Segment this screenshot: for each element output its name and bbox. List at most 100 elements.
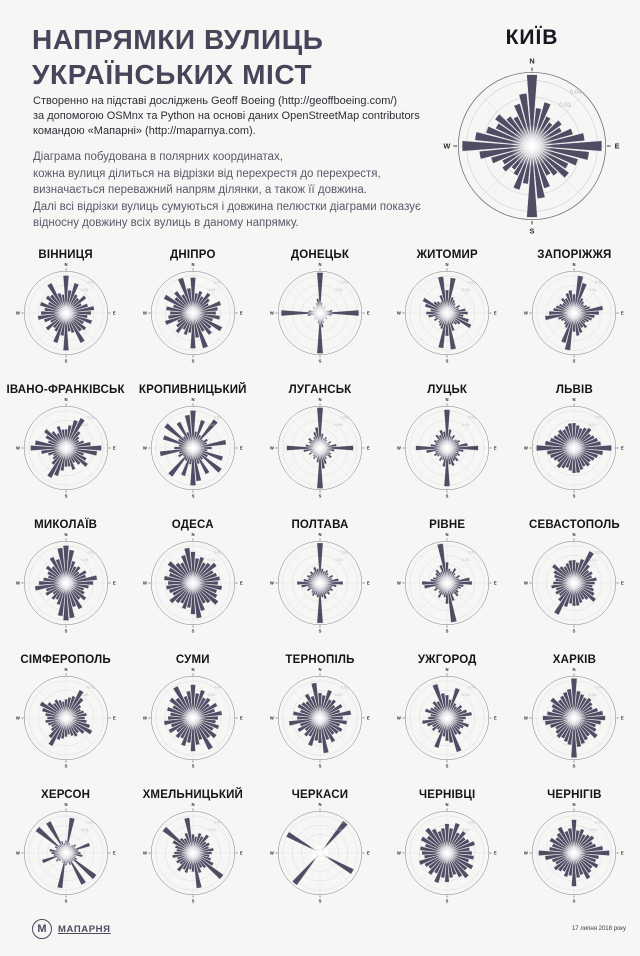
city-cell: ДОНЕЦЬК N E S W 0.06 0.04 bbox=[256, 246, 383, 381]
page-title-line-1: НАПРЯМКИ ВУЛИЦЬ bbox=[32, 24, 324, 55]
radial-tick-label: 0.04 bbox=[596, 821, 603, 825]
radial-tick-label: 0.05 bbox=[214, 416, 221, 420]
direction-label-n: N bbox=[318, 262, 321, 267]
radial-tick-label: 0.07 bbox=[469, 551, 476, 555]
direction-label-e: E bbox=[621, 715, 624, 720]
direction-label-e: E bbox=[494, 445, 497, 450]
direction-label-e: E bbox=[367, 310, 370, 315]
direction-label-n: N bbox=[318, 532, 321, 537]
brand-logo-icon: М bbox=[32, 919, 52, 939]
direction-label-s: S bbox=[573, 629, 576, 634]
method-line: відносну довжину всіх вулиць в даному на… bbox=[33, 217, 299, 229]
direction-label-e: E bbox=[621, 310, 624, 315]
radial-tick-label: 0.06 bbox=[596, 281, 603, 285]
city-title: СІМФЕРОПОЛЬ bbox=[20, 654, 111, 666]
city-cell: ІВАНО-ФРАНКІВСЬК N E S W 0.05 0.04 bbox=[2, 381, 129, 516]
rose-plot: N E S W 0.05 0.04 bbox=[397, 397, 497, 499]
radial-tick-label: 0.14 bbox=[341, 821, 348, 825]
city-cell: ПОЛТАВА N E S W 0.06 0.04 bbox=[256, 516, 383, 651]
radial-tick-label: 0.03 bbox=[341, 686, 348, 690]
city-cell: ЛУЦЬК N E S W 0.05 0.04 bbox=[384, 381, 511, 516]
direction-label-n: N bbox=[64, 802, 67, 807]
rose-plot: N E S W 0.04 0.03 bbox=[15, 262, 115, 363]
city-title: ЧЕРНІВЦІ bbox=[418, 789, 476, 801]
rose-plot: N E S W 0.14 0.11 bbox=[270, 802, 370, 903]
rose-plot: N E S W 0.05 0.04 bbox=[397, 262, 497, 363]
direction-label-e: E bbox=[494, 715, 497, 720]
direction-label-s: S bbox=[573, 764, 576, 769]
radial-tick-label: 0.03 bbox=[208, 288, 215, 292]
direction-label-s: S bbox=[573, 899, 576, 904]
brand-block[interactable]: М МАПАРНЯ bbox=[32, 919, 111, 939]
city-cell: СЕВАСТОПОЛЬ N E S W 0.03 0.02 bbox=[511, 516, 638, 651]
direction-label-e: E bbox=[494, 310, 497, 315]
radial-tick-label: 0.02 bbox=[81, 693, 88, 697]
direction-label-e: E bbox=[240, 310, 243, 315]
city-cell: ХЕРСОН N E S W 0.08 0.06 bbox=[2, 786, 129, 921]
direction-label-n: N bbox=[318, 397, 321, 402]
city-cell: ХМЕЛЬНИЦЬКИЙ N E S W 0.04 0.03 bbox=[129, 786, 256, 921]
direction-label-e: E bbox=[240, 445, 243, 450]
direction-label-w: W bbox=[143, 580, 147, 585]
direction-label-w: W bbox=[397, 445, 401, 450]
brand-link[interactable]: МАПАРНЯ bbox=[58, 923, 111, 935]
direction-label-e: E bbox=[367, 445, 370, 450]
direction-label-n: N bbox=[573, 667, 576, 672]
direction-label-s: S bbox=[573, 494, 576, 499]
radial-tick-label: 0.04 bbox=[87, 551, 94, 555]
radial-tick-label: 0.02 bbox=[463, 828, 470, 832]
radial-tick-label: 0.03 bbox=[596, 416, 603, 420]
rose-plot: N E S W 0.03 0.02 bbox=[524, 397, 624, 499]
direction-label-w: W bbox=[270, 445, 274, 450]
direction-label-s: S bbox=[319, 629, 322, 634]
city-cell: ЧЕРНІВЦІ N E S W 0.03 0.02 bbox=[384, 786, 511, 921]
direction-label-e: E bbox=[112, 850, 115, 855]
direction-label-w: W bbox=[270, 580, 274, 585]
city-title: ОДЕСА bbox=[171, 519, 214, 531]
direction-label-n: N bbox=[318, 802, 321, 807]
rose-plot: N E S W 0.05 0.04 bbox=[143, 397, 243, 498]
direction-label-w: W bbox=[524, 445, 528, 450]
direction-label-w: W bbox=[524, 580, 528, 585]
credits-line: командою «Мапарні» (http://maparnya.com)… bbox=[33, 125, 256, 137]
direction-label-w: W bbox=[143, 445, 147, 450]
city-title: МИКОЛАЇВ bbox=[34, 519, 98, 531]
radial-tick-label: 0.04 bbox=[81, 423, 88, 427]
radial-tick-label: 0.04 bbox=[214, 281, 221, 285]
radial-tick-label: 0.03 bbox=[596, 551, 603, 555]
radial-tick-label: 0.03 bbox=[208, 828, 215, 832]
radial-tick-label: 0.04 bbox=[469, 686, 476, 690]
direction-label-s: S bbox=[64, 629, 67, 634]
rose-plot: N E S W 0.06 0.04 bbox=[270, 262, 370, 363]
direction-label-s: S bbox=[446, 899, 449, 904]
page-title-line-2: УКРАЇНСЬКИХ МІСТ bbox=[32, 59, 313, 90]
direction-label-s: S bbox=[446, 494, 449, 499]
city-cell: ЖИТОМИР N E S W 0.05 0.04 bbox=[384, 246, 511, 381]
direction-label-s: S bbox=[319, 764, 322, 769]
direction-label-e: E bbox=[494, 850, 497, 855]
radial-tick-label: 0.05 bbox=[469, 416, 476, 420]
city-title: ЛЬВІВ bbox=[555, 384, 593, 396]
page-title: НАПРЯМКИ ВУЛИЦЬ УКРАЇНСЬКИХ МІСТ bbox=[32, 22, 323, 92]
city-grid: ВІННИЦЯ N E S W 0.04 0.03 ДНІПРО N E S W 0.04 0.03 ДОН… bbox=[2, 246, 638, 921]
direction-label-e: E bbox=[367, 715, 370, 720]
direction-label-s: S bbox=[191, 899, 194, 904]
direction-label-w: W bbox=[15, 580, 19, 585]
direction-label-e: E bbox=[367, 580, 370, 585]
direction-label-n: N bbox=[64, 667, 67, 672]
rose-plot: N E S W 0.08 0.06 bbox=[15, 802, 115, 903]
direction-label-n: N bbox=[573, 262, 576, 267]
method-line: Діаграма побудована в полярних координат… bbox=[33, 151, 283, 163]
radial-tick-label: 0.03 bbox=[214, 551, 221, 555]
direction-label-e: E bbox=[494, 580, 497, 585]
rose-plot: N E S W 0.04 0.03 bbox=[524, 802, 624, 904]
direction-label-e: E bbox=[367, 850, 370, 855]
radial-tick-label: 0.04 bbox=[87, 281, 94, 285]
direction-label-s: S bbox=[191, 764, 194, 769]
city-cell: СІМФЕРОПОЛЬ N E S W 0.03 0.02 bbox=[2, 651, 129, 786]
radial-tick-label: 0.05 bbox=[87, 416, 94, 420]
city-title: РІВНЕ bbox=[429, 519, 466, 531]
radial-tick-label: 0.04 bbox=[335, 558, 342, 562]
radial-tick-label: 0.03 bbox=[590, 828, 597, 832]
